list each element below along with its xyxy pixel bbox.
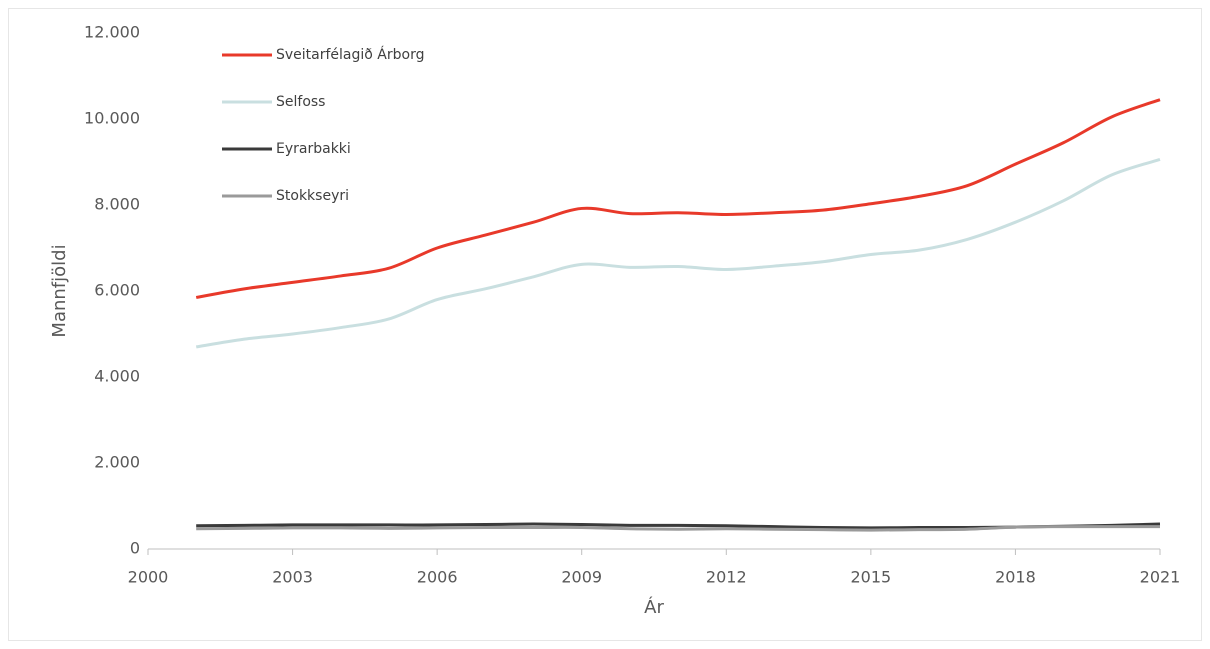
- x-axis-label: Ár: [644, 596, 664, 618]
- series-line: [196, 525, 1160, 532]
- x-tick-label: 2012: [706, 568, 747, 587]
- y-tick-label: 0: [130, 539, 140, 558]
- y-tick-label: 12.000: [84, 23, 140, 42]
- x-tick-label: 2018: [995, 568, 1036, 587]
- x-tick-label: 2006: [417, 568, 458, 587]
- y-tick-label: 6.000: [94, 281, 140, 300]
- legend-label: Selfoss: [276, 94, 325, 110]
- legend-label: Eyrarbakki: [276, 141, 351, 157]
- y-tick-label: 4.000: [94, 367, 140, 386]
- y-tick-label: 8.000: [94, 195, 140, 214]
- y-tick-label: 10.000: [84, 109, 140, 128]
- x-tick-label: 2021: [1140, 568, 1181, 587]
- chart-border: [8, 8, 1202, 641]
- series-line: [195, 157, 1161, 349]
- x-tick-label: 2015: [850, 568, 891, 587]
- x-tick-label: 2000: [128, 568, 169, 587]
- legend-label: Stokkseyri: [276, 188, 349, 204]
- x-tick-label: 2003: [272, 568, 313, 587]
- legend-label: Sveitarfélagið Árborg: [276, 46, 424, 63]
- x-tick-label: 2009: [561, 568, 602, 587]
- y-tick-label: 2.000: [94, 453, 140, 472]
- y-axis-label: Mannfjöldi: [49, 244, 70, 337]
- series-line: [195, 98, 1161, 299]
